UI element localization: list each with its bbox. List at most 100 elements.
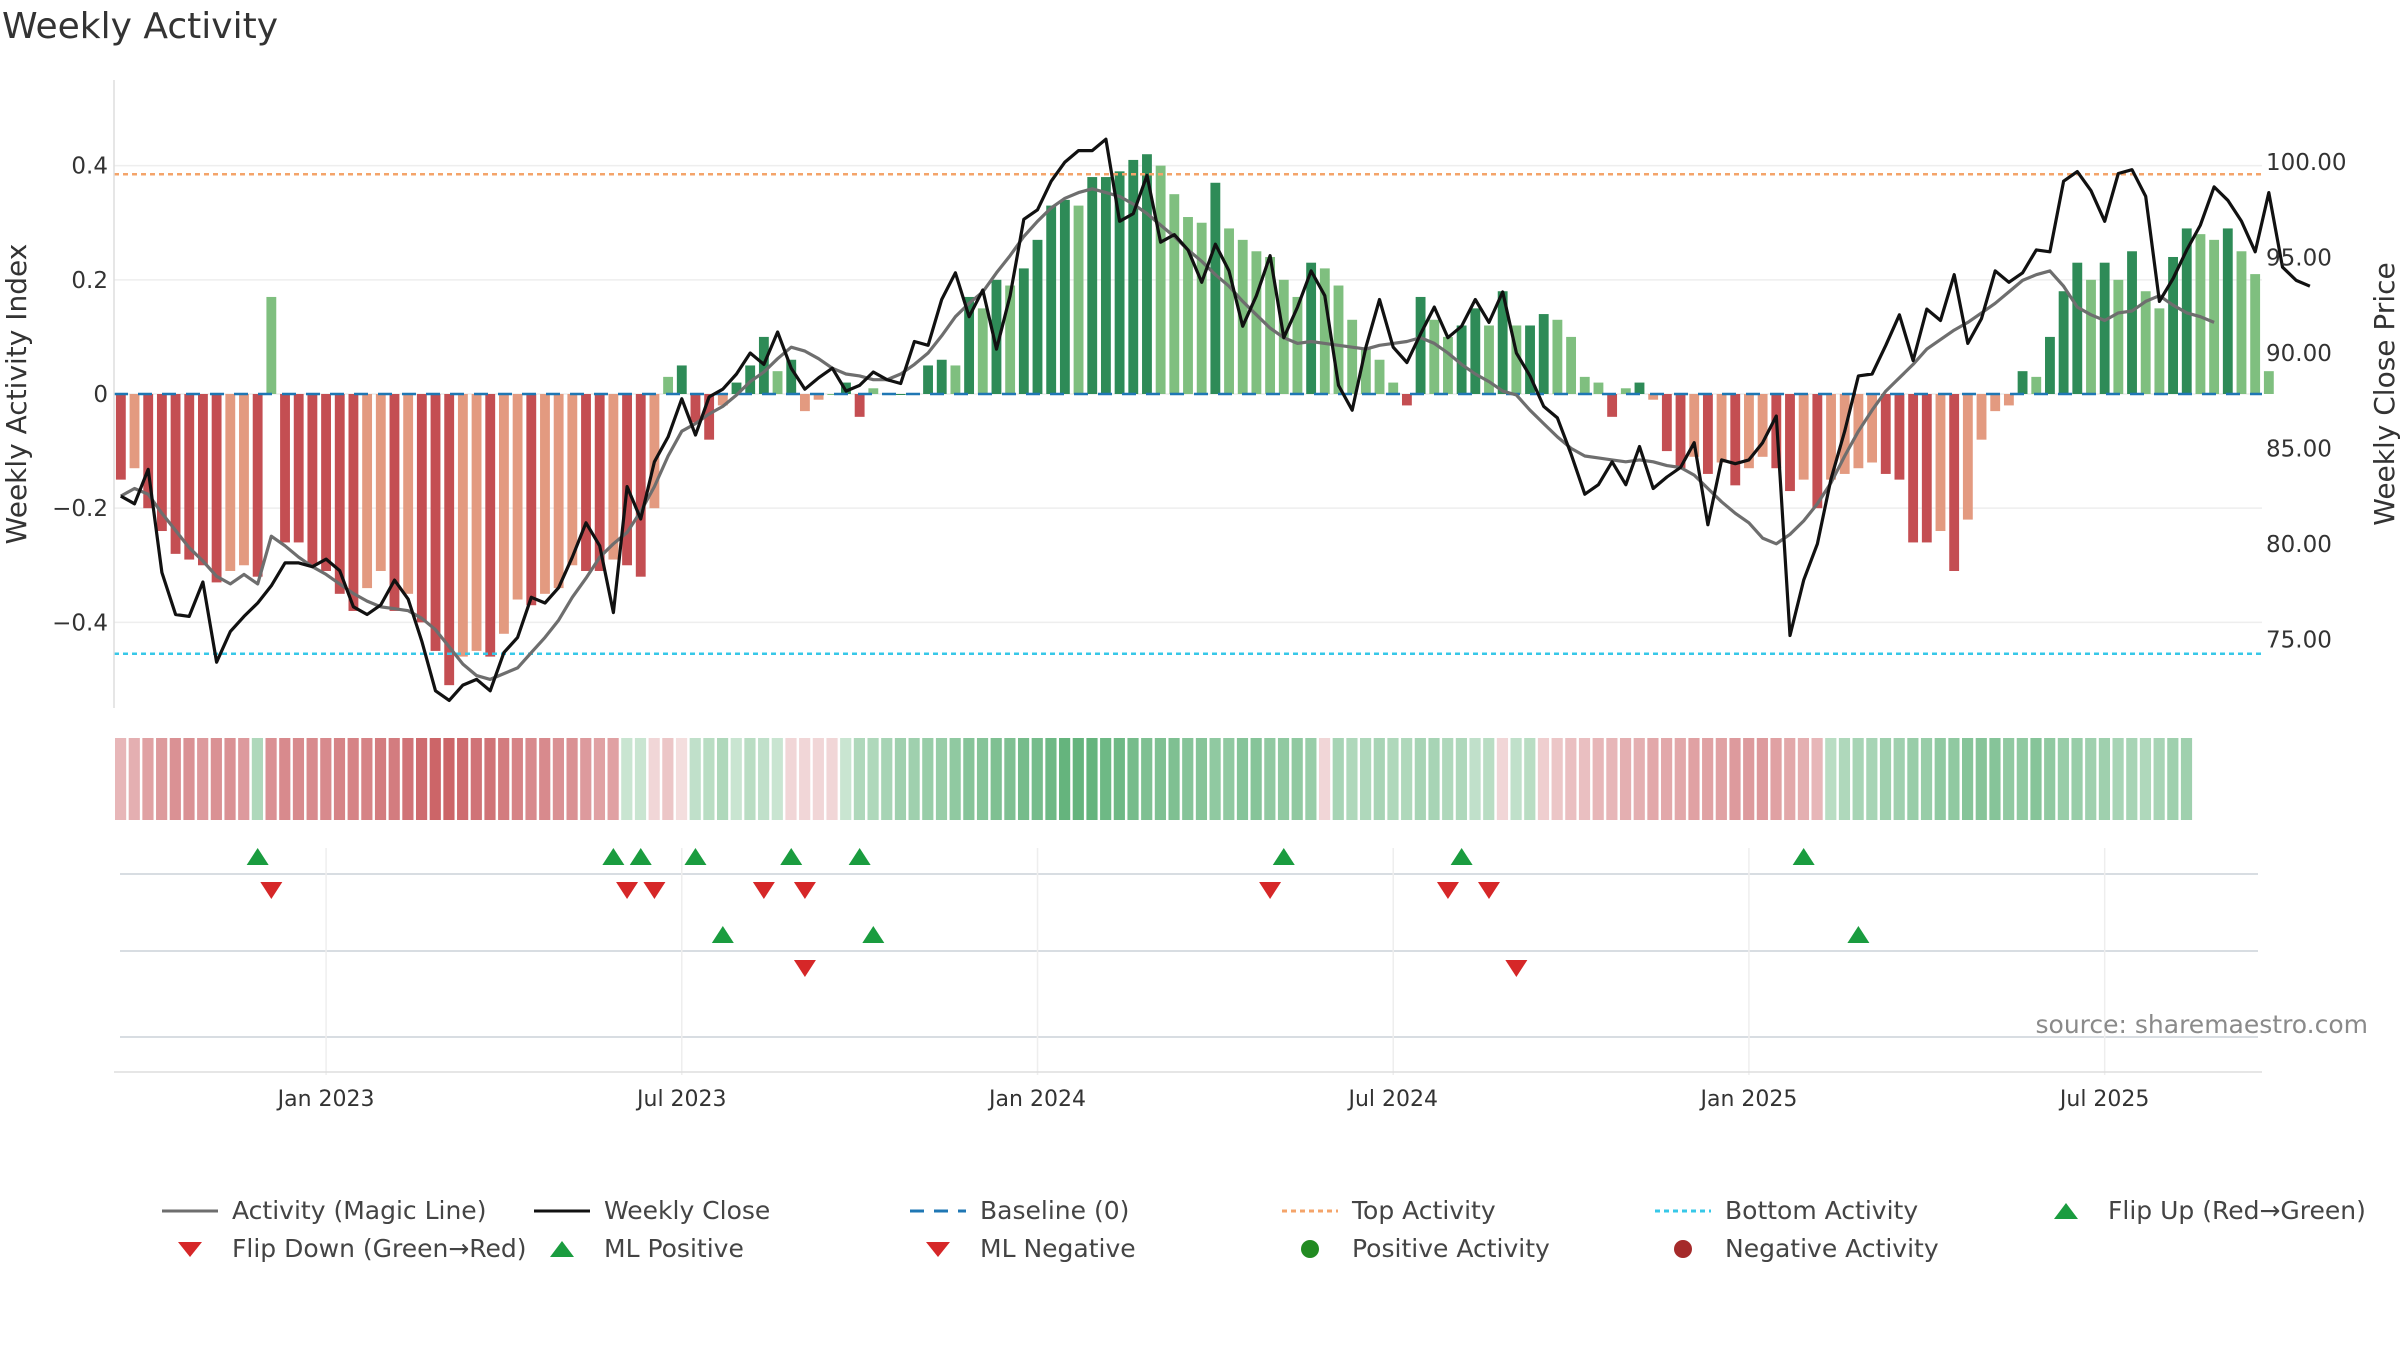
strength-cell <box>224 738 236 820</box>
strength-cell <box>689 738 701 820</box>
strength-cell <box>539 738 551 820</box>
activity-bar <box>772 371 783 394</box>
strength-cell <box>867 738 879 820</box>
activity-bar <box>485 394 496 657</box>
strength-cell <box>128 738 140 820</box>
strength-cell <box>2180 738 2193 820</box>
strength-cell <box>1127 738 1139 820</box>
activity-bar <box>1032 239 1043 394</box>
strength-cell <box>593 738 606 820</box>
strength-cell <box>333 738 346 820</box>
x-tick-label: Jul 2025 <box>2058 1087 2150 1112</box>
strength-cell <box>1948 738 1960 820</box>
flip-down-marker <box>1259 882 1282 899</box>
activity-bar <box>1990 394 2001 412</box>
activity-bar <box>239 394 249 566</box>
legend: Activity (Magic Line) Weekly Close Basel… <box>160 1196 2400 1276</box>
activity-bar <box>2222 228 2233 394</box>
activity-bar <box>1538 314 1549 394</box>
ml-positive-marker <box>862 926 885 943</box>
activity-bar <box>416 394 427 623</box>
strength-cell <box>251 738 263 820</box>
strength-cell <box>1510 738 1522 820</box>
strength-cell <box>292 738 305 820</box>
activity-bar <box>1908 394 1919 543</box>
strength-cell <box>2071 738 2083 820</box>
strength-cell <box>1825 738 1837 820</box>
activity-bar <box>1183 217 1193 394</box>
activity-bar <box>1401 394 1412 406</box>
activity-bar <box>1921 394 1932 543</box>
activity-bar <box>2086 279 2096 394</box>
strength-cell <box>142 738 154 820</box>
activity-bar <box>211 394 222 583</box>
activity-bar <box>1360 348 1371 394</box>
strength-cell <box>935 738 948 820</box>
activity-bar <box>1005 285 1016 394</box>
strength-cell <box>457 738 469 820</box>
strength-cell <box>2044 738 2056 820</box>
strength-cell <box>607 738 619 820</box>
circle-icon <box>1301 1239 1319 1258</box>
y2-tick-label: 75.00 <box>2266 627 2332 653</box>
activity-bar <box>977 308 988 394</box>
activity-bar <box>923 365 933 394</box>
strength-cell <box>1360 738 1372 820</box>
x-tick-label: Jul 2024 <box>1346 1087 1438 1112</box>
strength-cell <box>662 738 674 820</box>
activity-bar <box>389 394 400 611</box>
flip-up-marker <box>1272 848 1295 865</box>
strength-cell <box>1811 738 1823 820</box>
strength-cell <box>347 738 359 820</box>
strength-cell <box>1893 738 1905 820</box>
strength-cell <box>2003 738 2015 820</box>
axes: 0.4 0.2 0 −0.2 −0.4 100.00 95.00 90.00 85.00 80.0… <box>0 80 2400 708</box>
activity-bar <box>375 394 386 571</box>
activity-bar <box>457 394 468 657</box>
strength-cell <box>1729 738 1741 820</box>
top-activity-swatch-icon <box>1282 1209 1338 1212</box>
strength-cell <box>1017 738 1030 820</box>
activity-bar <box>1935 394 1946 532</box>
strength-cell <box>1318 738 1331 820</box>
activity-bar <box>143 394 154 509</box>
legend-label: Weekly Close <box>604 1196 771 1225</box>
magic-line-swatch-icon <box>162 1209 218 1212</box>
activity-bar <box>2003 394 2014 406</box>
activity-bar <box>950 365 961 394</box>
strength-cell <box>976 738 989 820</box>
strength-cell <box>1866 738 1878 820</box>
strength-cell <box>1743 738 1755 820</box>
activity-bar <box>1648 394 1659 400</box>
activity-bar <box>1100 177 1111 394</box>
weekly-close-swatch-icon <box>534 1209 590 1212</box>
activity-bar <box>1634 382 1645 394</box>
activity-bar <box>184 394 195 560</box>
strength-cell <box>2016 738 2028 820</box>
activity-bar <box>1566 336 1577 394</box>
legend-item-bottom-activity: Bottom Activity <box>1653 1196 1918 1225</box>
strength-cell <box>1907 738 1919 820</box>
legend-item-ml-positive: ML Positive <box>532 1234 744 1263</box>
ml-negative-marker <box>1505 960 1528 977</box>
strength-cell <box>402 738 414 820</box>
activity-bar <box>540 394 550 594</box>
activity-bar <box>1292 296 1303 394</box>
activity-bar <box>854 394 865 417</box>
activity-bar <box>2168 256 2178 394</box>
legend-label: Negative Activity <box>1725 1234 1939 1263</box>
strength-cell <box>1962 738 1974 820</box>
activity-bar <box>868 388 879 394</box>
activity-bar <box>663 376 674 394</box>
activity-bar <box>1333 285 1344 394</box>
strength-cell <box>306 738 318 820</box>
activity-bar <box>1962 394 1973 520</box>
activity-bar <box>2099 262 2110 394</box>
strength-cell <box>1920 738 1933 820</box>
y2-tick-label: 80.00 <box>2266 532 2332 558</box>
strength-cell <box>552 738 564 820</box>
strength-cell <box>1086 738 1098 820</box>
activity-bar <box>1593 382 1604 394</box>
strength-cell <box>949 738 961 820</box>
strength-cell <box>511 738 523 820</box>
